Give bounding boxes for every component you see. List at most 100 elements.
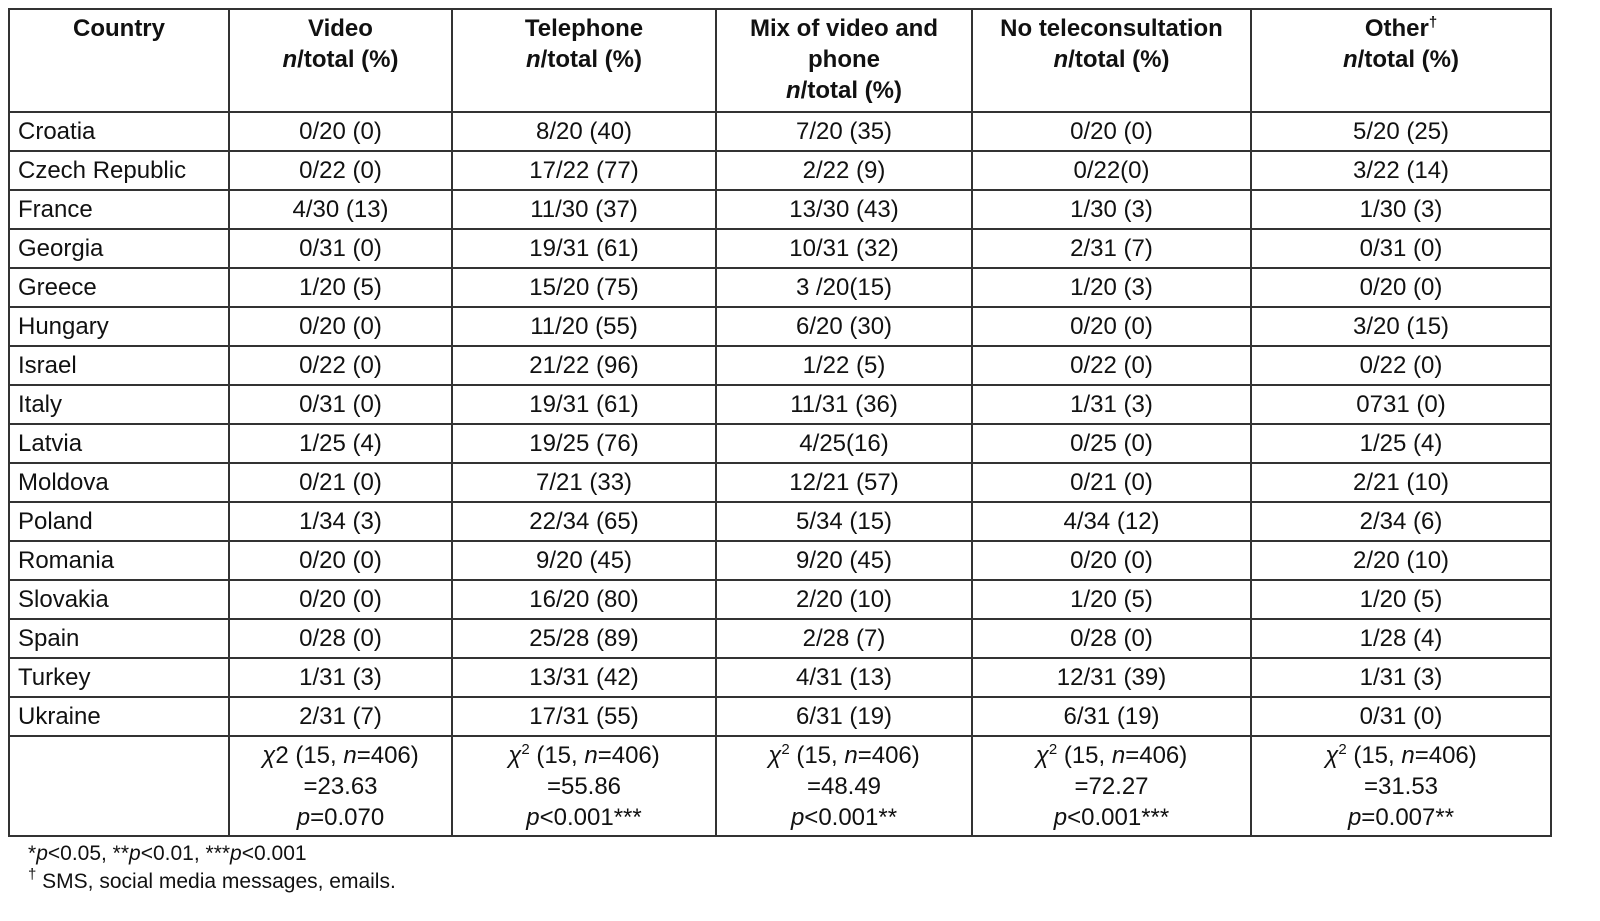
header-row: Country Video n/total (%) Telephone n/total … [8,8,1552,113]
data-cell: 9/20 (45) [715,540,973,581]
text-run: (15, [789,741,845,769]
country-cell: Greece [8,267,230,308]
text-run: =72.27 [1074,772,1149,800]
table-row: Hungary 0/20 (0) 11/20 (55) 6/20 (30) 0/20 (… [8,306,1552,347]
header-cell: Telephone n/total (%) [451,8,717,113]
text-run: =406) [356,741,419,769]
text-run: † [1428,14,1438,31]
cell-line: n/total (%) [461,44,707,75]
table-row: Greece 1/20 (5) 15/20 (75) 3 /20(15) 1/20 (3… [8,267,1552,308]
data-cell: 3/22 (14) [1250,150,1552,191]
footnote: † SMS, social media messages, emails. [28,867,396,896]
data-cell: 22/34 (65) [451,501,717,542]
data-cell: 2/31 (7) [228,696,453,737]
data-cell: 1/30 (3) [971,189,1252,230]
country-cell: Latvia [8,423,230,464]
cell-line: Mix of video and [725,13,963,44]
data-cell: 0/21 (0) [971,462,1252,503]
text-run: 2 [1338,740,1347,758]
text-run: =48.49 [806,772,882,800]
statistics-cell: χ2 (15, n=406) =72.27 p<0.001*** [971,735,1252,837]
table-row: Poland 1/34 (3) 22/34 (65) 5/34 (15) 4/34 (1… [8,501,1552,542]
data-cell: 13/31 (42) [451,657,717,698]
data-cell: 0/20 (0) [971,540,1252,581]
data-cell: 16/20 (80) [451,579,717,620]
data-cell: 13/30 (43) [715,189,973,230]
text-run: =0.070 [310,803,385,831]
text-run: 2 (15, [275,741,344,769]
text-run: =23.63 [303,772,378,800]
data-cell: 0/21 (0) [228,462,453,503]
data-cell: 6/31 (19) [715,696,973,737]
table-row: Turkey 1/31 (3) 13/31 (42) 4/31 (13) 12/31 (… [8,657,1552,698]
data-cell: 1/20 (5) [1250,579,1552,620]
text-run: n [343,741,357,769]
data-cell: 9/20 (45) [451,540,717,581]
text-run: =406) [1125,741,1188,769]
data-cell: 1/20 (5) [971,579,1252,620]
data-cell: 2/34 (6) [1250,501,1552,542]
text-run: /total (%) [800,77,902,104]
data-cell: 2/28 (7) [715,618,973,659]
table-row: Ukraine 2/31 (7) 17/31 (55) 6/31 (19) 6/31 (… [8,696,1552,737]
data-cell: 1/22 (5) [715,345,973,386]
text-run: χ [262,741,276,769]
country-cell: Turkey [8,657,230,698]
data-cell: 4/30 (13) [228,189,453,230]
cell-line: p<0.001*** [461,802,707,833]
header-cell: Country [8,8,230,113]
cell-line: Other† [1260,13,1542,44]
data-cell: 11/31 (36) [715,384,973,425]
data-cell: 0/31 (0) [1250,696,1552,737]
text-run: /total (%) [1068,46,1170,73]
text-run: χ [508,741,522,769]
data-cell: 5/34 (15) [715,501,973,542]
text-run: Country [73,15,165,42]
text-run: p [1347,803,1362,831]
text-run: No teleconsultation [1000,15,1223,42]
footnotes: *p<0.05, **p<0.01, ***p<0.001 † SMS, soci… [28,840,396,896]
cell-line: Telephone [461,13,707,44]
table-row: Spain 0/28 (0) 25/28 (89) 2/28 (7) 0/28 (0) 1… [8,618,1552,659]
data-cell: 0/28 (0) [228,618,453,659]
data-cell: 7/21 (33) [451,462,717,503]
cell-line: No teleconsultation [981,13,1242,44]
text-run: χ [768,741,782,769]
cell-line: χ2 (15, n=406) [725,740,963,771]
cell-line: n/total (%) [1260,44,1542,75]
data-cell: 1/30 (3) [1250,189,1552,230]
header-cell: Video n/total (%) [228,8,453,113]
text-run: χ [1325,741,1339,769]
table-container: Country Video n/total (%) Telephone n/total … [8,8,1552,837]
data-cell: 1/20 (3) [971,267,1252,308]
data-cell: 4/34 (12) [971,501,1252,542]
country-cell: Hungary [8,306,230,347]
country-cell: Italy [8,384,230,425]
text-run: n [786,77,801,104]
text-run: =55.86 [546,772,622,800]
text-run: n [1053,46,1069,73]
text-run: <0.001 [241,842,307,865]
cell-line: =72.27 [981,771,1242,802]
text-run: n [1401,741,1415,769]
text-run: p [36,842,48,865]
cell-line: =48.49 [725,771,963,802]
data-cell: 6/31 (19) [971,696,1252,737]
data-cell: 19/31 (61) [451,384,717,425]
data-cell: 3 /20(15) [715,267,973,308]
cell-line: n/total (%) [238,44,443,75]
text-run: n [282,46,298,73]
table-row: Latvia 1/25 (4) 19/25 (76) 4/25(16) 0/25 (0)… [8,423,1552,464]
cell-line: χ2 (15, n=406) [1260,740,1542,771]
statistics-row: χ2 (15, n=406) =23.63 p=0.070 χ2 (15, n=406… [8,735,1552,837]
statistics-cell: χ2 (15, n=406) =48.49 p<0.001** [715,735,973,837]
header-cell: Other† n/total (%) [1250,8,1552,113]
table-row: France 4/30 (13) 11/30 (37) 13/30 (43) 1/30 … [8,189,1552,230]
text-run: <0.001*** [539,803,642,831]
text-run: =406) [597,741,660,769]
text-run: /total (%) [540,46,642,73]
cell-line: n/total (%) [725,75,963,106]
data-cell: 3/20 (15) [1250,306,1552,347]
data-cell: 0/22 (0) [228,150,453,191]
table-row: Moldova 0/21 (0) 7/21 (33) 12/21 (57) 0/21 (… [8,462,1552,503]
